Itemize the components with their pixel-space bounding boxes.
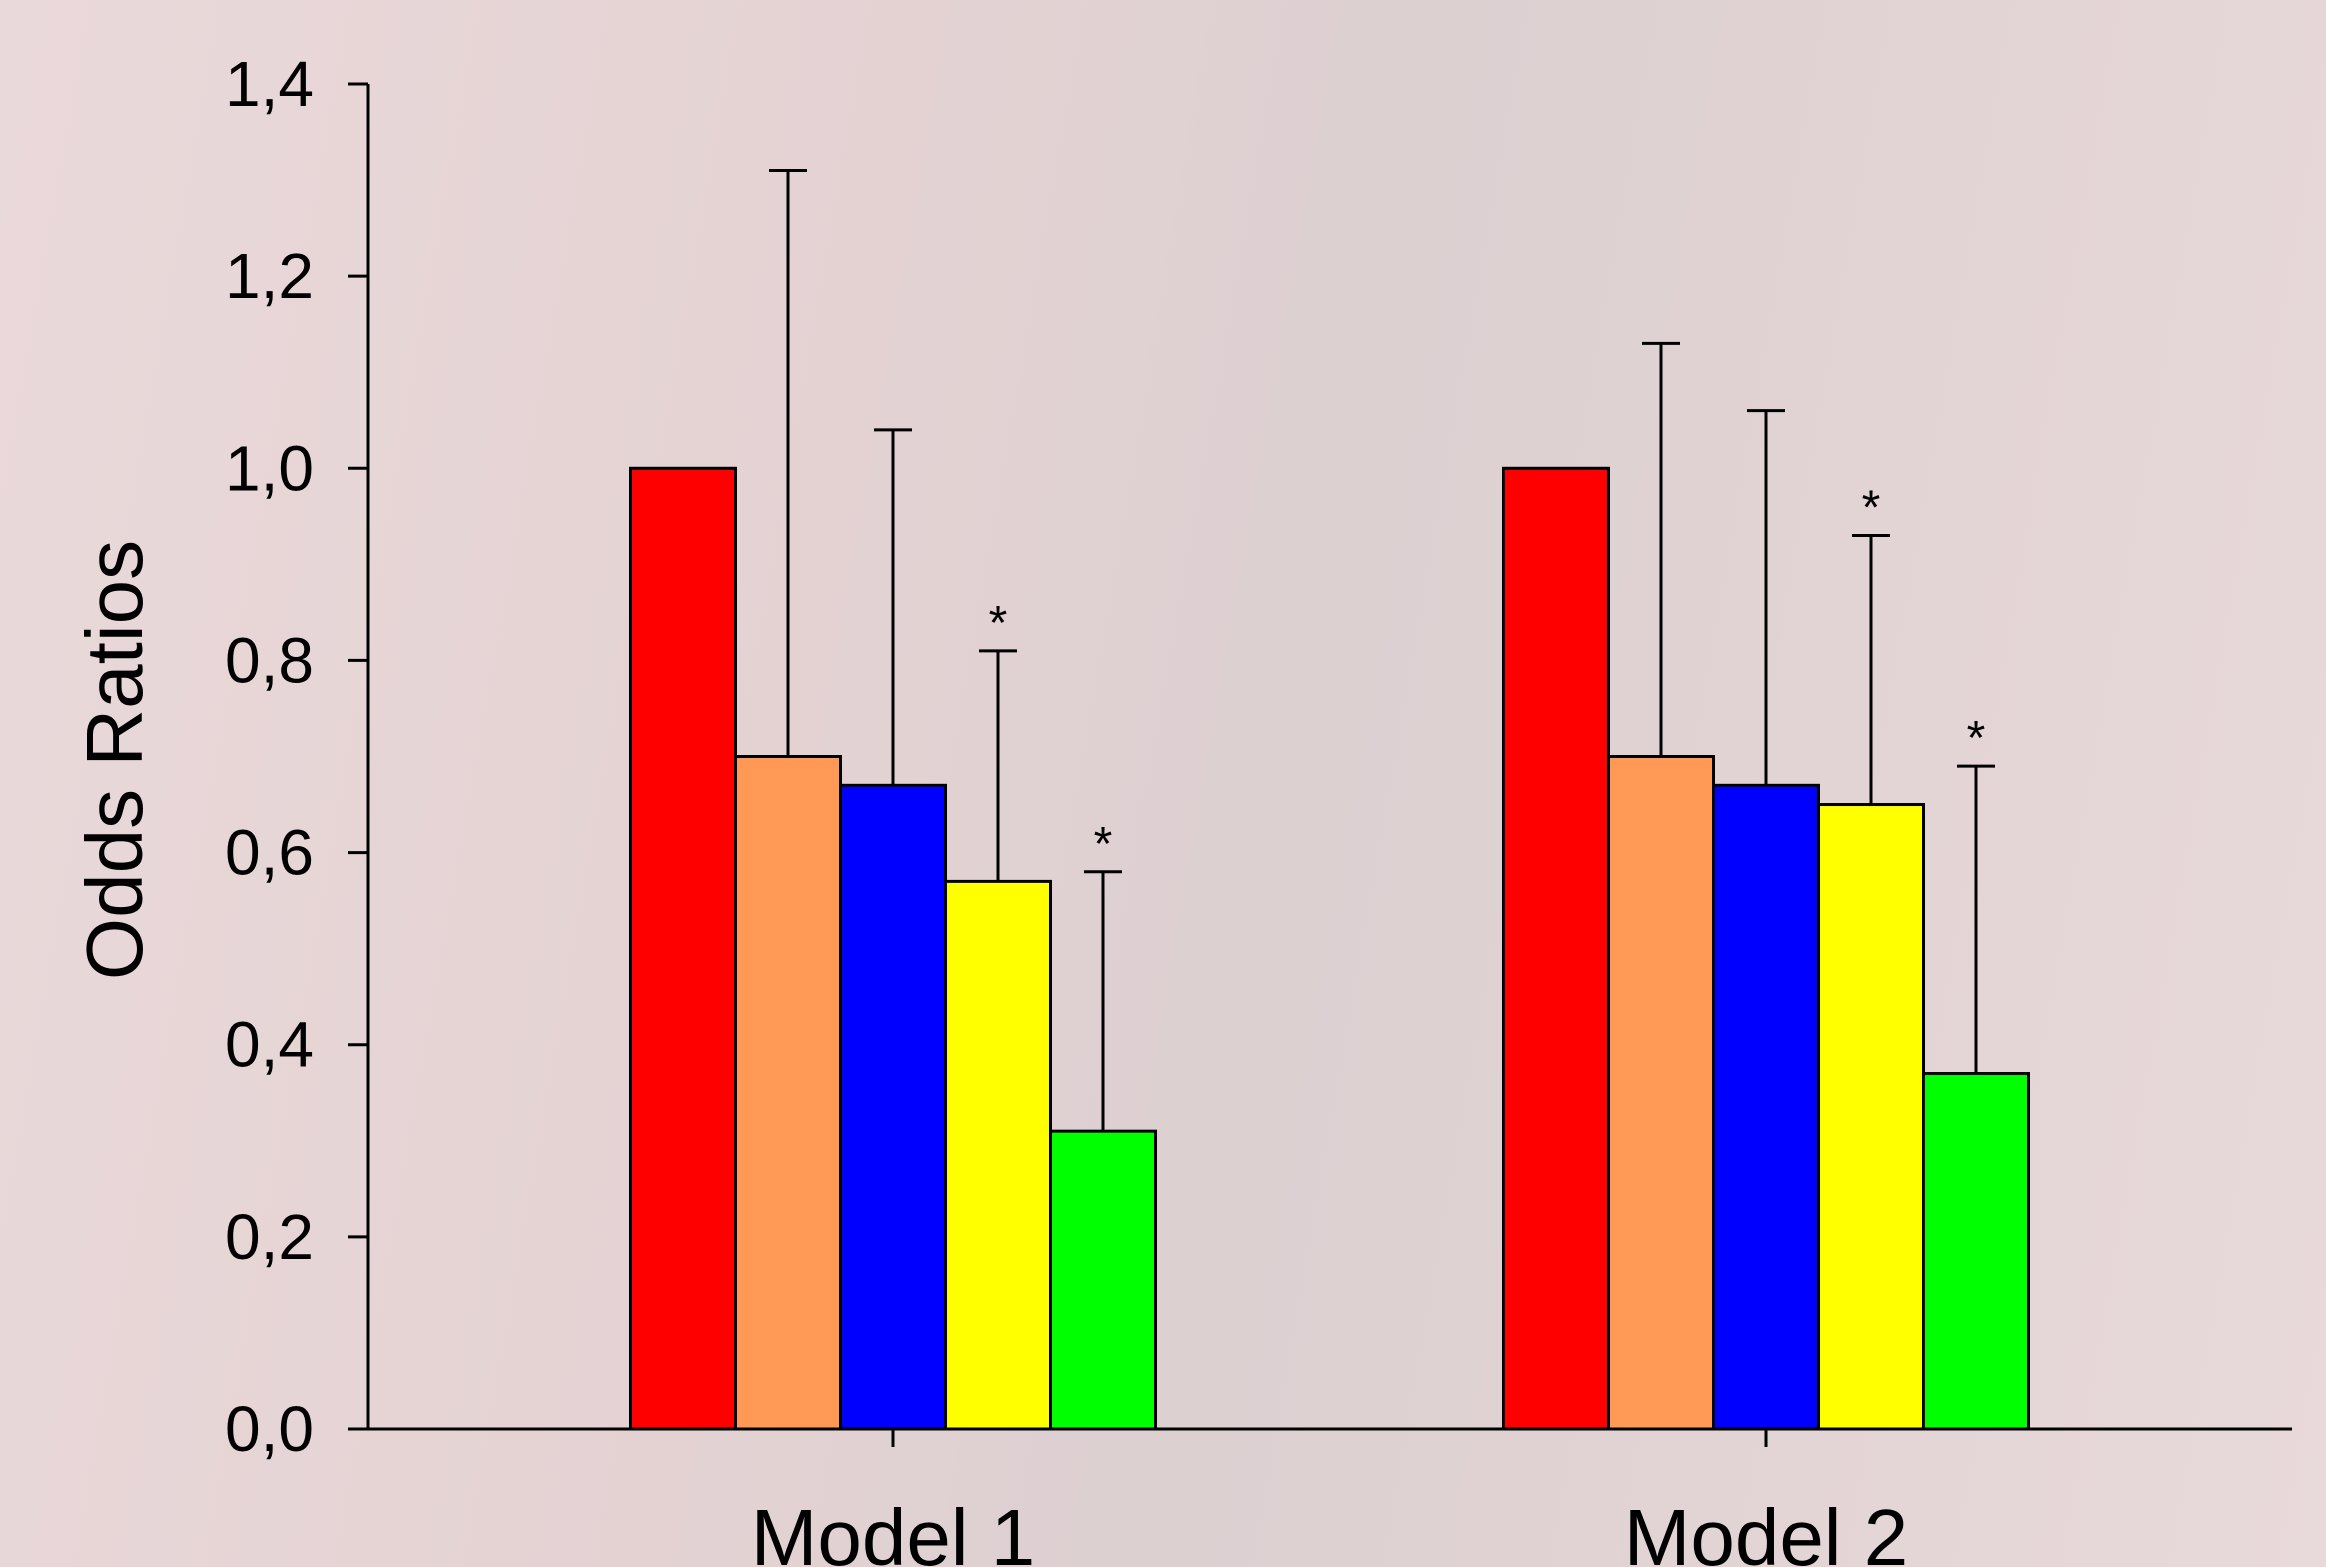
significance-marker: * xyxy=(1967,712,1986,765)
y-ticks: 0,0 0,2 0,4 0,6 0,8 1,0 1,2 1,4 xyxy=(225,48,368,1465)
y-tick-label: 0,0 xyxy=(225,1393,314,1465)
x-category-label: Model 2 xyxy=(1624,1493,1909,1567)
y-tick-label: 0,6 xyxy=(225,817,314,889)
bar xyxy=(1049,1129,1157,1431)
bar xyxy=(1922,1072,2030,1431)
bars: * * * * xyxy=(629,168,2030,1431)
x-category-label: Model 1 xyxy=(751,1493,1036,1567)
y-tick-label: 0,4 xyxy=(225,1009,314,1081)
y-tick-label: 0,2 xyxy=(225,1201,314,1273)
bar xyxy=(734,755,842,1431)
x-ticks: Model 1 Model 2 xyxy=(751,1429,1909,1567)
y-tick-label: 1,2 xyxy=(225,240,314,312)
y-tick-label: 0,8 xyxy=(225,624,314,696)
bar xyxy=(1712,783,1820,1431)
bar xyxy=(629,466,737,1431)
bar xyxy=(1607,755,1715,1431)
significance-marker: * xyxy=(1094,818,1113,871)
y-axis-title: Odds Ratios xyxy=(70,540,159,980)
bar xyxy=(839,783,947,1431)
significance-marker: * xyxy=(1862,482,1881,535)
bar xyxy=(1817,803,1925,1431)
y-tick-label: 1,4 xyxy=(225,48,314,120)
bar xyxy=(1502,466,1610,1431)
y-tick-label: 1,0 xyxy=(225,432,314,504)
significance-marker: * xyxy=(989,597,1008,650)
bar xyxy=(944,879,1052,1431)
